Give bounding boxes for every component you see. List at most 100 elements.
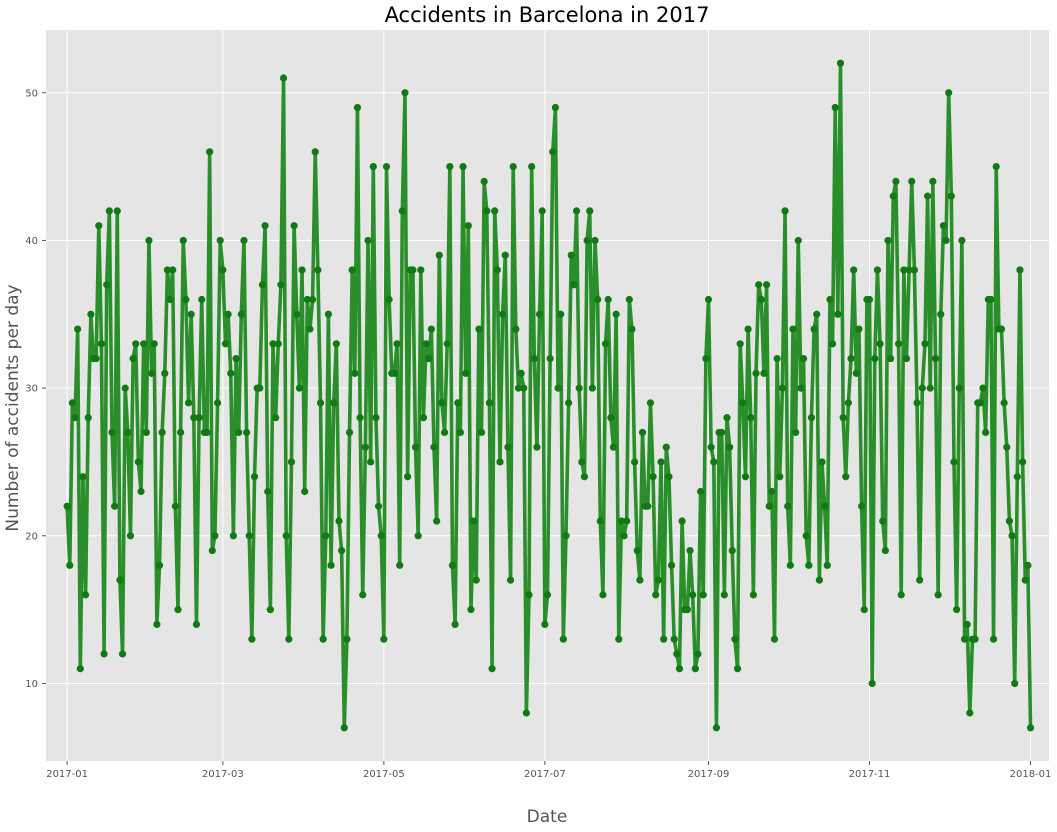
data-point bbox=[308, 295, 317, 304]
data-point bbox=[147, 369, 156, 377]
data-point bbox=[873, 266, 882, 274]
data-point bbox=[377, 532, 385, 540]
data-point bbox=[338, 546, 346, 555]
data-point bbox=[979, 384, 987, 392]
data-point bbox=[691, 665, 699, 673]
data-point bbox=[369, 163, 377, 171]
data-point bbox=[314, 266, 322, 274]
x-tick-label: 2017-03 bbox=[202, 769, 244, 780]
data-point bbox=[528, 163, 536, 171]
data-point bbox=[652, 591, 660, 599]
data-point bbox=[858, 502, 866, 510]
data-point bbox=[306, 325, 314, 333]
data-point bbox=[770, 635, 779, 643]
data-point bbox=[303, 295, 311, 304]
data-point bbox=[258, 281, 267, 289]
data-point bbox=[335, 517, 343, 525]
data-point bbox=[211, 532, 219, 540]
data-point bbox=[908, 177, 916, 185]
data-point bbox=[1000, 399, 1008, 407]
data-point bbox=[720, 591, 728, 599]
data-point bbox=[454, 399, 462, 407]
data-point bbox=[451, 620, 459, 629]
data-point bbox=[821, 502, 829, 510]
data-point bbox=[662, 443, 670, 451]
data-point bbox=[285, 635, 293, 643]
data-point bbox=[496, 458, 504, 466]
data-point bbox=[604, 295, 612, 304]
data-point bbox=[155, 561, 164, 569]
data-point bbox=[530, 354, 538, 363]
data-point bbox=[63, 502, 71, 510]
data-point bbox=[633, 546, 641, 555]
data-point bbox=[781, 207, 789, 215]
data-point bbox=[828, 340, 837, 348]
data-point bbox=[116, 576, 124, 584]
y-axis-label: Number of accidents per day bbox=[3, 284, 23, 531]
data-point bbox=[118, 650, 127, 658]
data-point bbox=[87, 310, 95, 318]
data-point bbox=[958, 236, 966, 245]
x-tick-label: 2018-01 bbox=[1010, 769, 1052, 780]
data-point bbox=[256, 384, 264, 392]
data-point bbox=[591, 236, 599, 245]
y-tick-label: 40 bbox=[25, 236, 38, 247]
data-point bbox=[1024, 561, 1032, 569]
data-point bbox=[625, 295, 633, 304]
data-point bbox=[810, 325, 818, 333]
data-point bbox=[301, 487, 309, 496]
data-point bbox=[203, 428, 211, 437]
data-point bbox=[702, 354, 710, 363]
y-tick-label: 20 bbox=[25, 531, 38, 542]
data-point bbox=[971, 635, 979, 643]
data-point bbox=[356, 414, 364, 422]
data-point bbox=[807, 414, 816, 422]
data-point bbox=[1026, 724, 1035, 732]
data-point bbox=[765, 502, 773, 510]
data-point bbox=[359, 591, 367, 599]
data-point bbox=[240, 236, 248, 245]
data-point bbox=[921, 340, 929, 348]
data-point bbox=[250, 473, 259, 481]
data-point bbox=[243, 428, 251, 437]
data-point bbox=[850, 266, 858, 274]
data-point bbox=[707, 443, 715, 451]
data-point bbox=[842, 473, 850, 481]
data-point bbox=[963, 620, 971, 629]
data-point bbox=[760, 369, 768, 377]
data-point bbox=[430, 443, 438, 451]
data-point bbox=[390, 369, 399, 377]
data-point bbox=[852, 369, 860, 377]
data-point bbox=[535, 310, 544, 318]
data-point bbox=[126, 532, 135, 540]
data-point bbox=[76, 665, 84, 673]
data-point bbox=[628, 325, 636, 333]
data-point bbox=[264, 487, 272, 496]
data-point bbox=[184, 399, 193, 407]
data-point bbox=[813, 310, 821, 318]
data-point bbox=[747, 414, 755, 422]
data-point bbox=[121, 384, 129, 392]
data-point bbox=[596, 517, 604, 525]
data-point bbox=[163, 266, 172, 274]
data-point bbox=[583, 236, 591, 245]
data-point bbox=[477, 428, 486, 437]
x-tick-label: 2017-01 bbox=[46, 769, 88, 780]
data-point bbox=[860, 606, 868, 614]
data-point bbox=[884, 236, 892, 245]
data-point bbox=[789, 325, 797, 333]
data-point bbox=[374, 502, 383, 510]
data-point bbox=[699, 591, 707, 599]
data-point bbox=[538, 207, 546, 215]
data-point bbox=[689, 591, 697, 599]
data-point bbox=[171, 502, 179, 510]
data-point bbox=[834, 310, 842, 318]
data-point bbox=[665, 473, 673, 481]
data-point bbox=[92, 354, 100, 363]
data-point bbox=[987, 295, 995, 304]
data-point bbox=[446, 163, 454, 171]
data-point bbox=[480, 177, 488, 185]
data-point bbox=[609, 443, 618, 451]
data-point bbox=[1021, 576, 1029, 584]
data-point bbox=[631, 458, 639, 466]
